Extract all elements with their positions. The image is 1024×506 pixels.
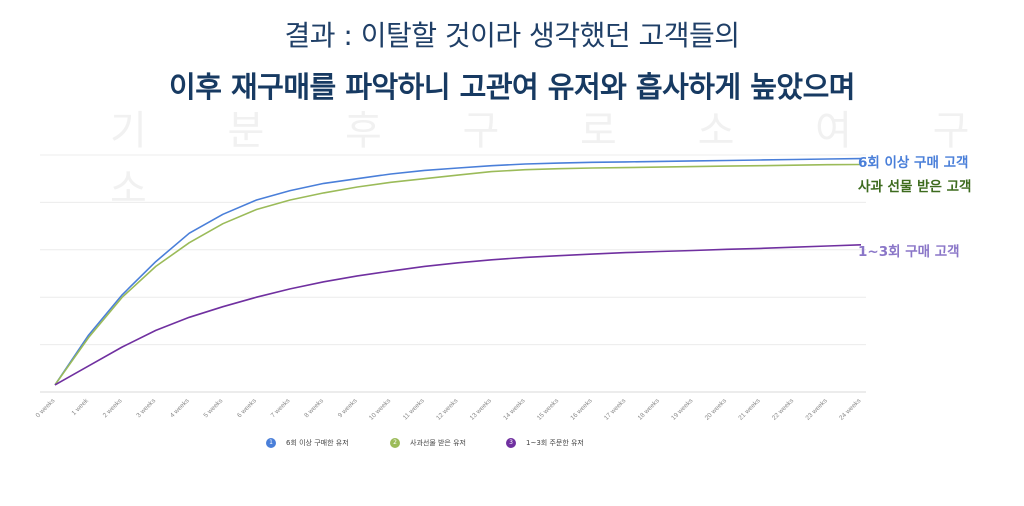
series-line-3 bbox=[54, 244, 862, 386]
chart-legend: 1 6회 이상 구매한 유저 2 사과선물 받은 유저 3 1~3회 주문한 유… bbox=[0, 438, 1024, 458]
x-tick-label: 14 weeks bbox=[502, 397, 527, 422]
legend-marker-3: 3 bbox=[506, 438, 516, 448]
x-tick-label: 11 weeks bbox=[402, 397, 427, 422]
legend-item-3: 3 1~3회 주문한 유저 bbox=[506, 438, 584, 448]
x-tick-label: 23 weeks bbox=[804, 397, 829, 422]
page-title-line2: 이후 재구매를 파악하니 고관여 유저와 흡사하게 높았으며 bbox=[169, 70, 855, 104]
x-tick-label: 17 weeks bbox=[603, 397, 628, 422]
x-tick-label: 2 weeks bbox=[102, 397, 124, 419]
x-tick-label: 5 weeks bbox=[203, 397, 225, 419]
x-tick-label: 20 weeks bbox=[704, 397, 729, 422]
x-tick-label: 8 weeks bbox=[303, 397, 325, 419]
x-tick-label: 10 weeks bbox=[368, 397, 393, 422]
x-tick-label: 12 weeks bbox=[435, 397, 460, 422]
x-tick-label: 7 weeks bbox=[270, 397, 292, 419]
x-tick-label: 21 weeks bbox=[737, 397, 762, 422]
series-annotation-3: 1~3회 구매 고객 bbox=[858, 243, 960, 260]
series-line-1 bbox=[54, 157, 862, 386]
legend-label-1: 6회 이상 구매한 유저 bbox=[286, 439, 349, 447]
x-tick-label: 9 weeks bbox=[337, 397, 359, 419]
legend-item-1: 1 6회 이상 구매한 유저 bbox=[266, 438, 349, 448]
legend-label-2: 사과선물 받은 유저 bbox=[410, 439, 466, 447]
x-tick-label: 6 weeks bbox=[236, 397, 258, 419]
series-annotation-1: 6회 이상 구매 고객 bbox=[858, 154, 968, 171]
x-tick-label: 19 weeks bbox=[670, 397, 695, 422]
x-tick-label: 18 weeks bbox=[637, 397, 662, 422]
legend-item-2: 2 사과선물 받은 유저 bbox=[390, 438, 466, 448]
page-title-line1: 결과 : 이탈할 것이라 생각했던 고객들의 bbox=[284, 19, 740, 52]
x-tick-label: 1 week bbox=[70, 397, 90, 417]
x-tick-label: 22 weeks bbox=[771, 397, 796, 422]
series-annotation-2: 사과 선물 받은 고객 bbox=[858, 178, 971, 195]
x-tick-label: 15 weeks bbox=[536, 397, 561, 422]
x-tick-label: 13 weeks bbox=[469, 397, 494, 422]
legend-label-3: 1~3회 주문한 유저 bbox=[526, 439, 584, 447]
x-tick-label: 24 weeks bbox=[838, 397, 863, 422]
legend-marker-1: 1 bbox=[266, 438, 276, 448]
x-tick-label: 3 weeks bbox=[135, 397, 157, 419]
x-tick-label: 0 weeks bbox=[35, 397, 57, 419]
background-watermark: 기 분 후 구 로 소 여 구 소 bbox=[110, 108, 1004, 212]
x-tick-label: 4 weeks bbox=[169, 397, 191, 419]
series-line-2 bbox=[54, 163, 862, 386]
legend-marker-2: 2 bbox=[390, 438, 400, 448]
x-tick-label: 16 weeks bbox=[569, 397, 594, 422]
